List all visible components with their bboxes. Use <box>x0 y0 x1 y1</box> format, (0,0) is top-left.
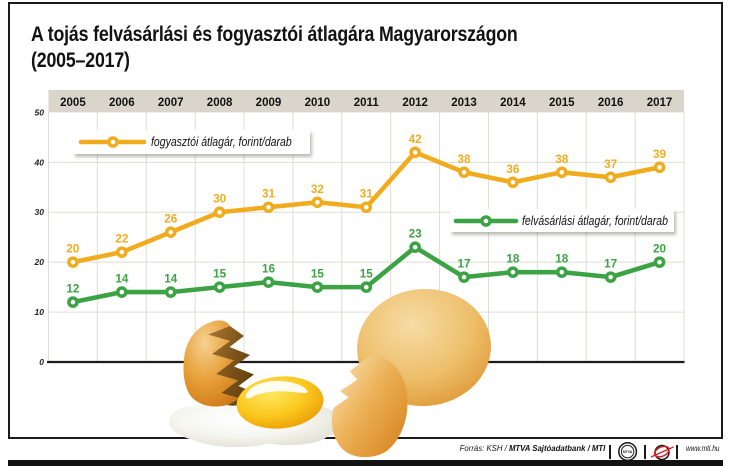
data-point-marker-center <box>217 284 222 290</box>
bottom-black-bar <box>8 459 723 466</box>
data-point-value-label: 36 <box>506 163 520 176</box>
data-point-marker-center <box>657 165 662 170</box>
data-point-marker-center <box>363 284 369 290</box>
data-point-value-label: 20 <box>653 243 667 256</box>
source-text-regular: Forrás: KSH / <box>459 444 509 453</box>
data-point-marker-center <box>461 274 467 280</box>
data-point-marker-center <box>168 289 174 295</box>
year-label: 2015 <box>549 97 575 109</box>
data-point-marker-center <box>559 170 565 175</box>
data-point-value-label: 31 <box>262 188 276 201</box>
data-point-marker-center <box>70 299 76 305</box>
year-label: 2013 <box>451 97 477 109</box>
legend-purchase-price: felvásárlási átlagár, forint/darab <box>450 209 674 232</box>
data-point-marker-center <box>315 284 320 290</box>
y-axis-tick-label: 10 <box>35 307 45 317</box>
data-point-value-label: 18 <box>555 253 569 266</box>
data-point-marker-center <box>461 170 467 175</box>
broken-shell-left-interior <box>208 326 258 406</box>
data-point-value-label: 31 <box>360 188 374 201</box>
data-point-value-label: 38 <box>458 153 472 166</box>
data-point-value-label: 23 <box>409 228 423 241</box>
data-point-marker-center <box>266 204 271 210</box>
y-axis-tick-label: 0 <box>39 357 44 367</box>
year-label: 2005 <box>60 97 86 109</box>
broken-shell-left <box>183 320 240 407</box>
chart-title: A tojás felvásárlási és fogyasztói átlag… <box>31 22 518 74</box>
data-point-marker-center <box>119 249 125 255</box>
data-point-value-label: 17 <box>604 258 617 271</box>
mtva-logo-text: MTVA <box>623 450 633 454</box>
footer-separator <box>676 445 679 459</box>
data-point-marker-center <box>363 204 369 210</box>
year-label: 2016 <box>598 97 624 109</box>
legend-consumer-price: fogyasztói átlagár, forint/darab <box>73 130 310 154</box>
y-axis-tick-label: 50 <box>35 107 45 117</box>
y-axis-tick-label: 20 <box>34 257 45 267</box>
year-label: 2006 <box>109 97 135 109</box>
data-point-marker-center <box>608 174 613 180</box>
data-point-value-label: 18 <box>506 253 520 266</box>
data-point-value-label: 30 <box>213 193 227 206</box>
year-label: 2009 <box>256 97 282 109</box>
data-point-value-label: 38 <box>555 153 569 166</box>
data-point-marker-center <box>657 259 662 265</box>
year-label: 2008 <box>207 97 233 109</box>
data-point-marker-center <box>168 229 174 235</box>
broken-shell-right <box>331 356 408 458</box>
data-point-marker-center <box>608 274 613 280</box>
egg-yolk-highlight <box>245 380 308 399</box>
purchase-line-sample-icon <box>453 214 519 227</box>
data-point-value-label: 15 <box>360 268 374 281</box>
data-point-value-label: 17 <box>458 258 471 271</box>
data-point-value-label: 20 <box>66 243 80 256</box>
data-point-marker-center <box>412 150 418 155</box>
data-point-value-label: 14 <box>164 273 178 286</box>
data-point-value-label: 39 <box>653 148 667 161</box>
eggs-illustration <box>168 288 491 458</box>
consumer-line-sample-icon <box>78 136 147 148</box>
data-point-value-label: 42 <box>409 133 423 146</box>
year-label: 2007 <box>158 97 184 109</box>
footer-separator <box>644 445 647 459</box>
year-label: 2014 <box>500 97 526 109</box>
chart-title-line1: A tojás felvásárlási és fogyasztói átlag… <box>31 23 518 46</box>
y-axis-tick-label: 40 <box>34 157 45 167</box>
legend-purchase-label: felvásárlási átlagár, forint/darab <box>522 213 668 228</box>
data-point-value-label: 15 <box>213 268 227 281</box>
data-point-value-label: 26 <box>164 213 178 226</box>
legend-consumer-label: fogyasztói átlagár, forint/darab <box>151 135 292 149</box>
year-label: 2010 <box>305 97 331 109</box>
data-point-marker-center <box>559 269 565 275</box>
data-point-marker-center <box>412 244 418 250</box>
data-point-value-label: 12 <box>66 283 80 296</box>
data-point-marker-center <box>266 279 271 285</box>
data-point-marker-center <box>510 179 516 185</box>
data-point-marker-center <box>315 199 320 205</box>
website-text: www.mti.hu <box>686 444 720 453</box>
footer-separator <box>609 445 612 459</box>
data-point-value-label: 16 <box>262 263 276 276</box>
data-point-marker-center <box>217 209 222 215</box>
data-point-value-label: 14 <box>115 273 129 286</box>
data-point-value-label: 15 <box>311 268 325 281</box>
data-point-value-label: 37 <box>604 158 617 171</box>
year-header-band <box>48 90 684 113</box>
data-point-value-label: 22 <box>115 233 129 246</box>
year-label: 2012 <box>402 97 428 109</box>
data-point-marker-center <box>70 259 76 265</box>
year-label: 2017 <box>647 97 673 109</box>
data-point-value-label: 32 <box>311 183 325 196</box>
year-label: 2011 <box>354 97 380 109</box>
data-point-marker-center <box>510 269 516 275</box>
source-text: Forrás: KSH / MTVA Sajtóadatbank / MTI <box>459 443 605 455</box>
mti-logo-icon <box>650 444 674 461</box>
source-text-bold: MTVA Sajtóadatbank / MTI <box>508 444 605 453</box>
y-axis-tick-label: 30 <box>35 207 45 217</box>
chart-title-line2: (2005–2017) <box>31 49 130 72</box>
data-point-marker-center <box>119 289 125 295</box>
